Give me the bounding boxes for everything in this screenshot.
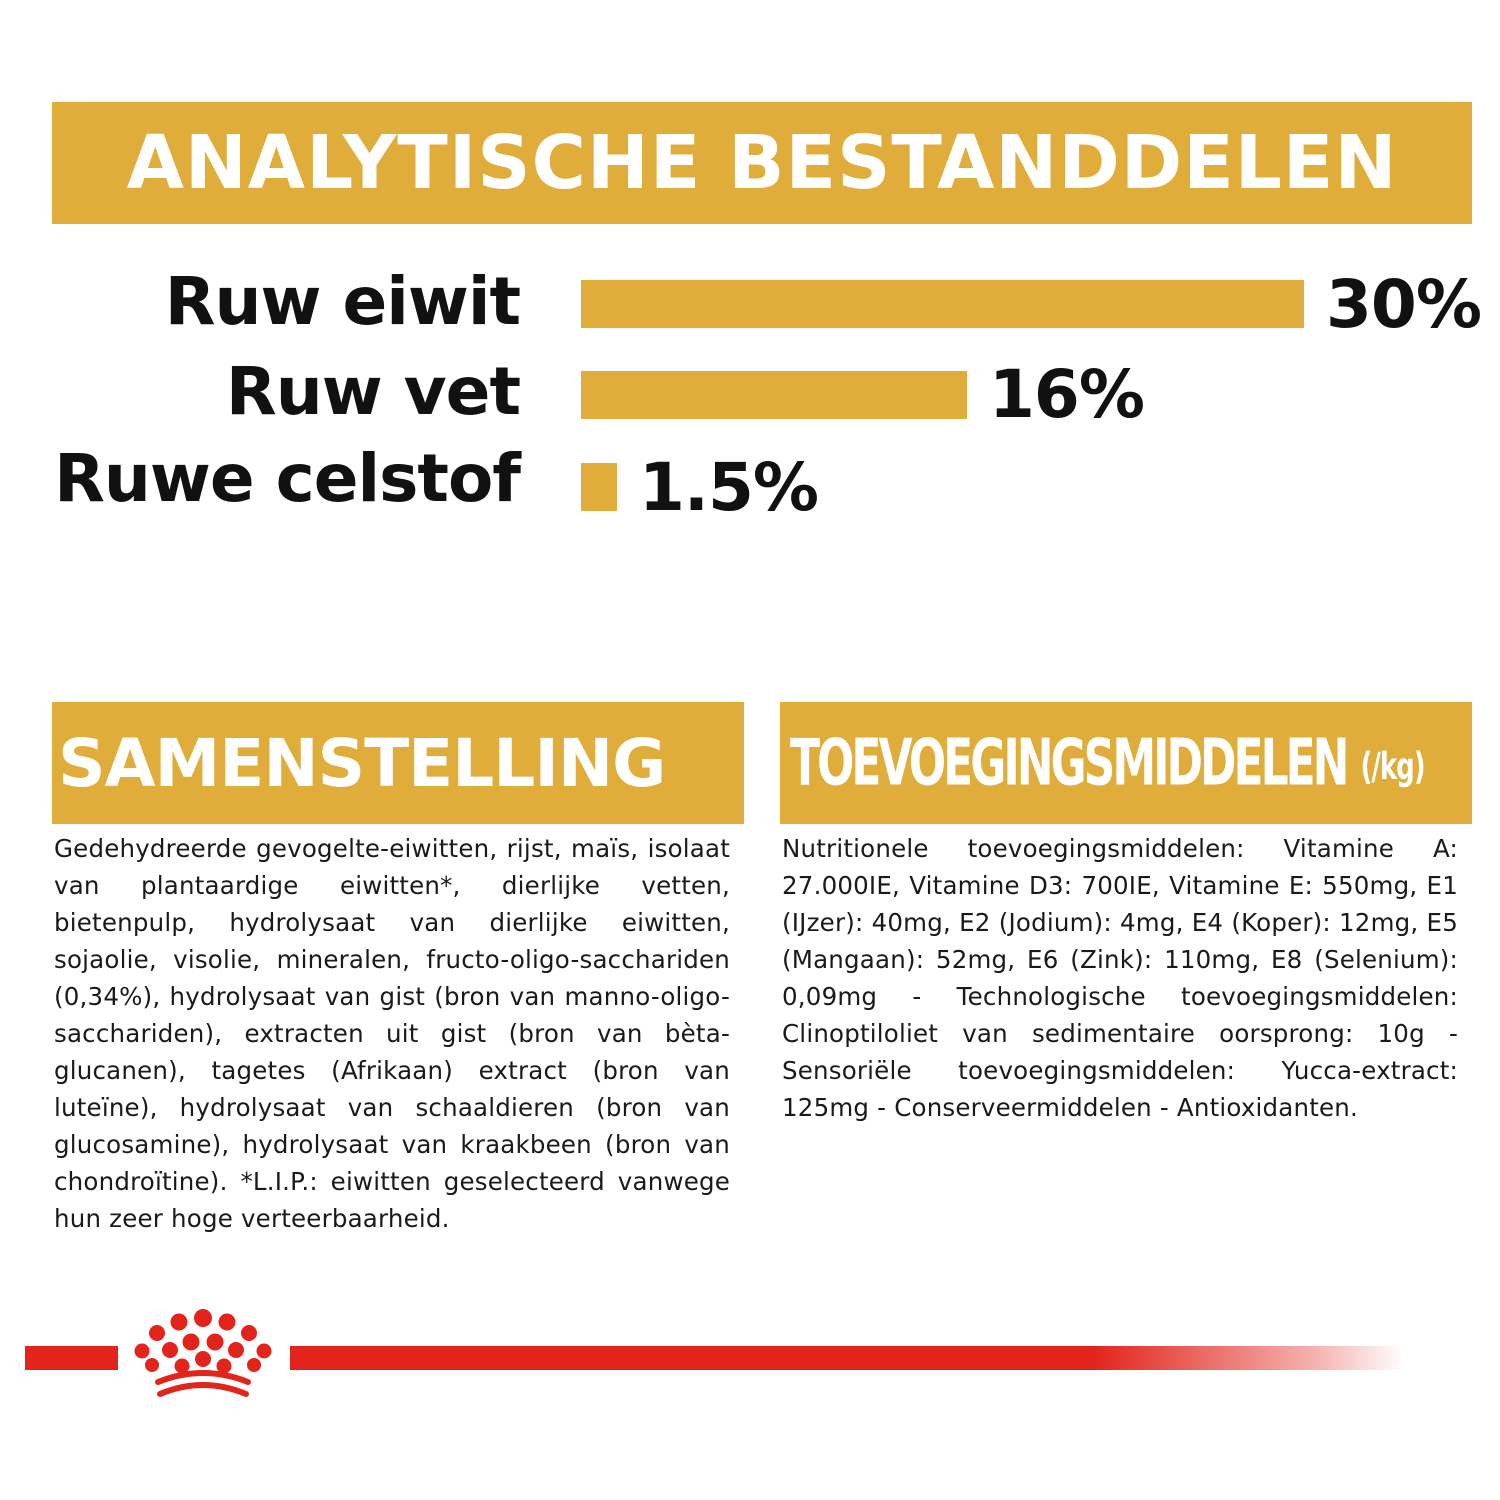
composition-text: Gedehydreerde gevogelte-eiwitten, rijst,… <box>54 834 730 1233</box>
value-fat: 16% <box>989 356 1145 433</box>
composition-title: SAMENSTELLING <box>58 724 666 802</box>
footer-line-right <box>290 1346 1405 1370</box>
row-label-protein: Ruw eiwit <box>164 263 521 340</box>
composition-banner: SAMENSTELLING <box>52 702 744 824</box>
footer-line-left <box>25 1346 118 1370</box>
royal-canin-crown-icon <box>134 1309 272 1397</box>
additives-title: TOEVOEGINGSMIDDELEN <box>790 726 1350 800</box>
additives-text: Nutritionele toevoegingsmiddelen: Vitami… <box>782 834 1458 1122</box>
additives-banner: TOEVOEGINGSMIDDELEN (/kg) <box>780 702 1472 824</box>
value-protein: 30% <box>1326 266 1482 343</box>
row-label-fiber: Ruwe celstof <box>54 440 521 517</box>
analysis-banner: ANALYTISCHE BESTANDDELEN <box>52 102 1472 224</box>
bar-protein <box>581 280 1304 328</box>
value-fiber: 1.5% <box>639 449 819 526</box>
bar-fiber <box>581 463 617 511</box>
bar-fat <box>581 371 967 419</box>
additives-unit: (/kg) <box>1360 745 1426 790</box>
row-label-fat: Ruw vet <box>225 353 521 430</box>
analysis-title: ANALYTISCHE BESTANDDELEN <box>126 120 1398 206</box>
